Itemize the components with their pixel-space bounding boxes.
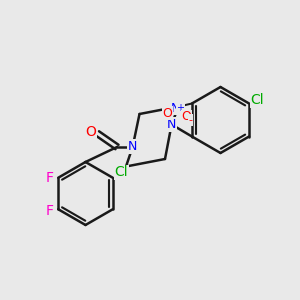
- Text: O: O: [162, 106, 172, 120]
- Text: +: +: [176, 103, 184, 113]
- Text: Cl: Cl: [251, 93, 264, 107]
- Text: -: -: [188, 115, 192, 125]
- Text: N: N: [167, 118, 176, 131]
- Text: F: F: [46, 204, 54, 218]
- Text: N: N: [127, 140, 137, 153]
- Text: O: O: [182, 110, 191, 124]
- Text: F: F: [46, 171, 54, 185]
- Text: N: N: [171, 101, 180, 115]
- Text: O: O: [85, 125, 96, 139]
- Text: Cl: Cl: [114, 165, 128, 179]
